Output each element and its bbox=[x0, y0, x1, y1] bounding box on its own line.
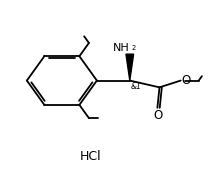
Text: NH: NH bbox=[113, 43, 130, 53]
Text: &1: &1 bbox=[131, 82, 142, 91]
Text: $_2$: $_2$ bbox=[131, 43, 137, 53]
Text: HCl: HCl bbox=[80, 150, 101, 163]
Text: O: O bbox=[182, 74, 191, 87]
Text: O: O bbox=[154, 109, 163, 122]
Polygon shape bbox=[126, 54, 134, 81]
